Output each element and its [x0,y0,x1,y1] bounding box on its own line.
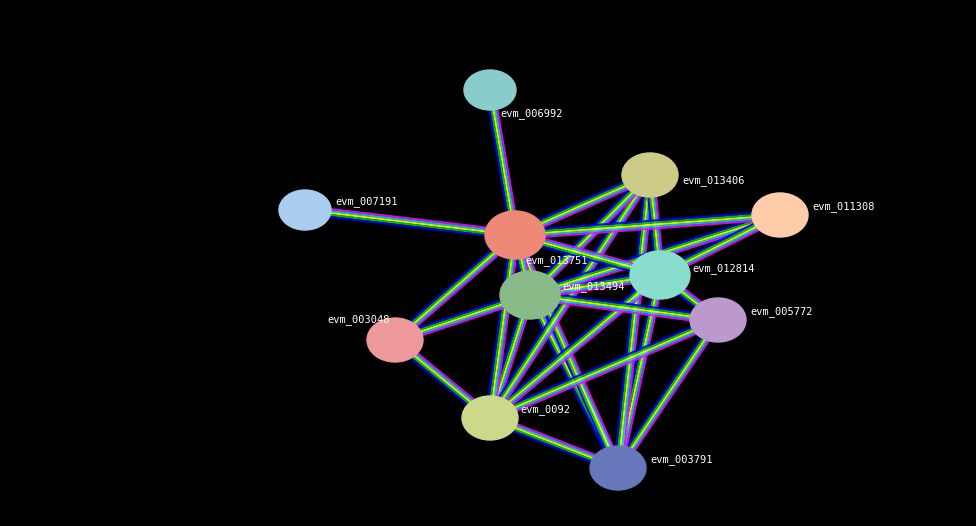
Ellipse shape [367,318,423,362]
Text: evm_012814: evm_012814 [692,264,754,275]
Text: evm_006992: evm_006992 [500,108,562,119]
Text: evm_0092: evm_0092 [520,404,570,416]
Ellipse shape [485,211,545,259]
Ellipse shape [752,193,808,237]
Ellipse shape [464,70,516,110]
Text: evm_013406: evm_013406 [682,176,745,186]
Ellipse shape [279,190,331,230]
Ellipse shape [690,298,746,342]
Text: evm_005772: evm_005772 [750,307,812,318]
Ellipse shape [630,251,690,299]
Text: evm_003048: evm_003048 [328,315,390,326]
Text: evm_011308: evm_011308 [812,201,874,213]
Text: evm_007191: evm_007191 [335,197,397,207]
Ellipse shape [590,446,646,490]
Ellipse shape [462,396,518,440]
Text: evm_013494: evm_013494 [562,281,625,292]
Ellipse shape [500,271,560,319]
Text: evm_003791: evm_003791 [650,454,712,466]
Ellipse shape [622,153,678,197]
Text: evm_013751: evm_013751 [525,256,588,267]
